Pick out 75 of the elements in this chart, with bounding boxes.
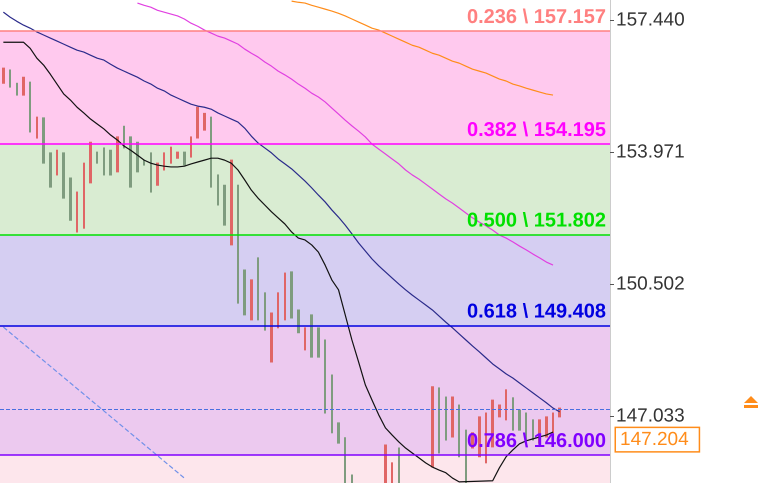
y-tick-label: 147.033: [616, 405, 685, 426]
ref-line-label: 147.204: [620, 429, 690, 450]
candlestick: [310, 314, 313, 358]
candlestick: [83, 162, 85, 229]
candlestick: [22, 76, 25, 96]
ref-line-label: 0.618 \ 149.408: [466, 300, 606, 323]
candlestick: [518, 409, 521, 431]
candlestick: [103, 147, 105, 176]
candlestick: [431, 386, 434, 468]
candlestick: [250, 279, 253, 320]
candlestick: [270, 312, 273, 363]
candlestick: [331, 374, 333, 434]
candlestick: [324, 340, 326, 414]
candlestick: [337, 422, 340, 444]
candlestick: [49, 152, 52, 188]
candlestick: [89, 142, 92, 184]
candlestick: [203, 112, 206, 131]
ref-line-label: 0.382 \ 154.195: [466, 118, 606, 141]
candlestick: [465, 430, 467, 483]
candlestick: [29, 82, 31, 132]
candlestick: [290, 271, 293, 318]
candlestick: [156, 162, 159, 186]
ref-line-label: 0.236 \ 157.157: [466, 6, 606, 28]
y-tick-label: 153.971: [616, 142, 685, 163]
candlestick: [176, 152, 179, 159]
candlestick: [552, 412, 554, 434]
y-tick-label: 150.502: [616, 274, 685, 295]
candlestick: [304, 327, 306, 350]
candlestick: [230, 160, 233, 246]
candlestick: [116, 136, 119, 172]
candlestick: [284, 272, 286, 320]
candlestick: [297, 309, 300, 334]
candlestick: [163, 152, 165, 170]
candlestick: [76, 192, 78, 232]
candlestick: [9, 69, 11, 88]
candlestick: [257, 257, 259, 320]
candlestick: [183, 152, 186, 166]
candlestick: [398, 448, 400, 483]
candlestick: [2, 68, 5, 84]
candlestick: [223, 184, 226, 226]
candlestick: [42, 117, 45, 164]
candlestick: [512, 397, 514, 431]
candlestick: [351, 474, 353, 483]
candlestick: [277, 292, 279, 328]
candlestick: [129, 136, 132, 188]
candlestick: [505, 389, 507, 420]
candlestick: [56, 150, 58, 176]
candlestick: [190, 136, 192, 158]
candlestick: [498, 404, 501, 418]
candlestick: [217, 174, 219, 206]
candlestick: [451, 396, 454, 438]
candlestick: [69, 177, 72, 221]
candlestick: [438, 387, 440, 454]
candlestick: [210, 116, 212, 188]
candlestick: [109, 150, 112, 176]
candlestick: [136, 142, 139, 172]
candlestick: [317, 327, 320, 358]
candlestick: [16, 82, 18, 96]
candlestick: [243, 270, 246, 316]
candlestick: [384, 444, 387, 483]
candlestick: [150, 152, 152, 193]
candlestick: [96, 152, 98, 164]
candlestick: [458, 404, 460, 458]
candlestick: [344, 437, 346, 483]
candlestick: [445, 396, 447, 441]
candlestick: [264, 292, 266, 331]
candlestick: [237, 184, 239, 304]
candlestick: [62, 152, 65, 199]
candlestick: [391, 462, 393, 483]
y-tick-label: 157.440: [616, 10, 685, 31]
candlestick: [196, 106, 199, 139]
candlestick: [485, 412, 487, 464]
candlestick: [532, 419, 534, 441]
candlestick: [36, 116, 38, 139]
candlestick: [170, 146, 172, 164]
